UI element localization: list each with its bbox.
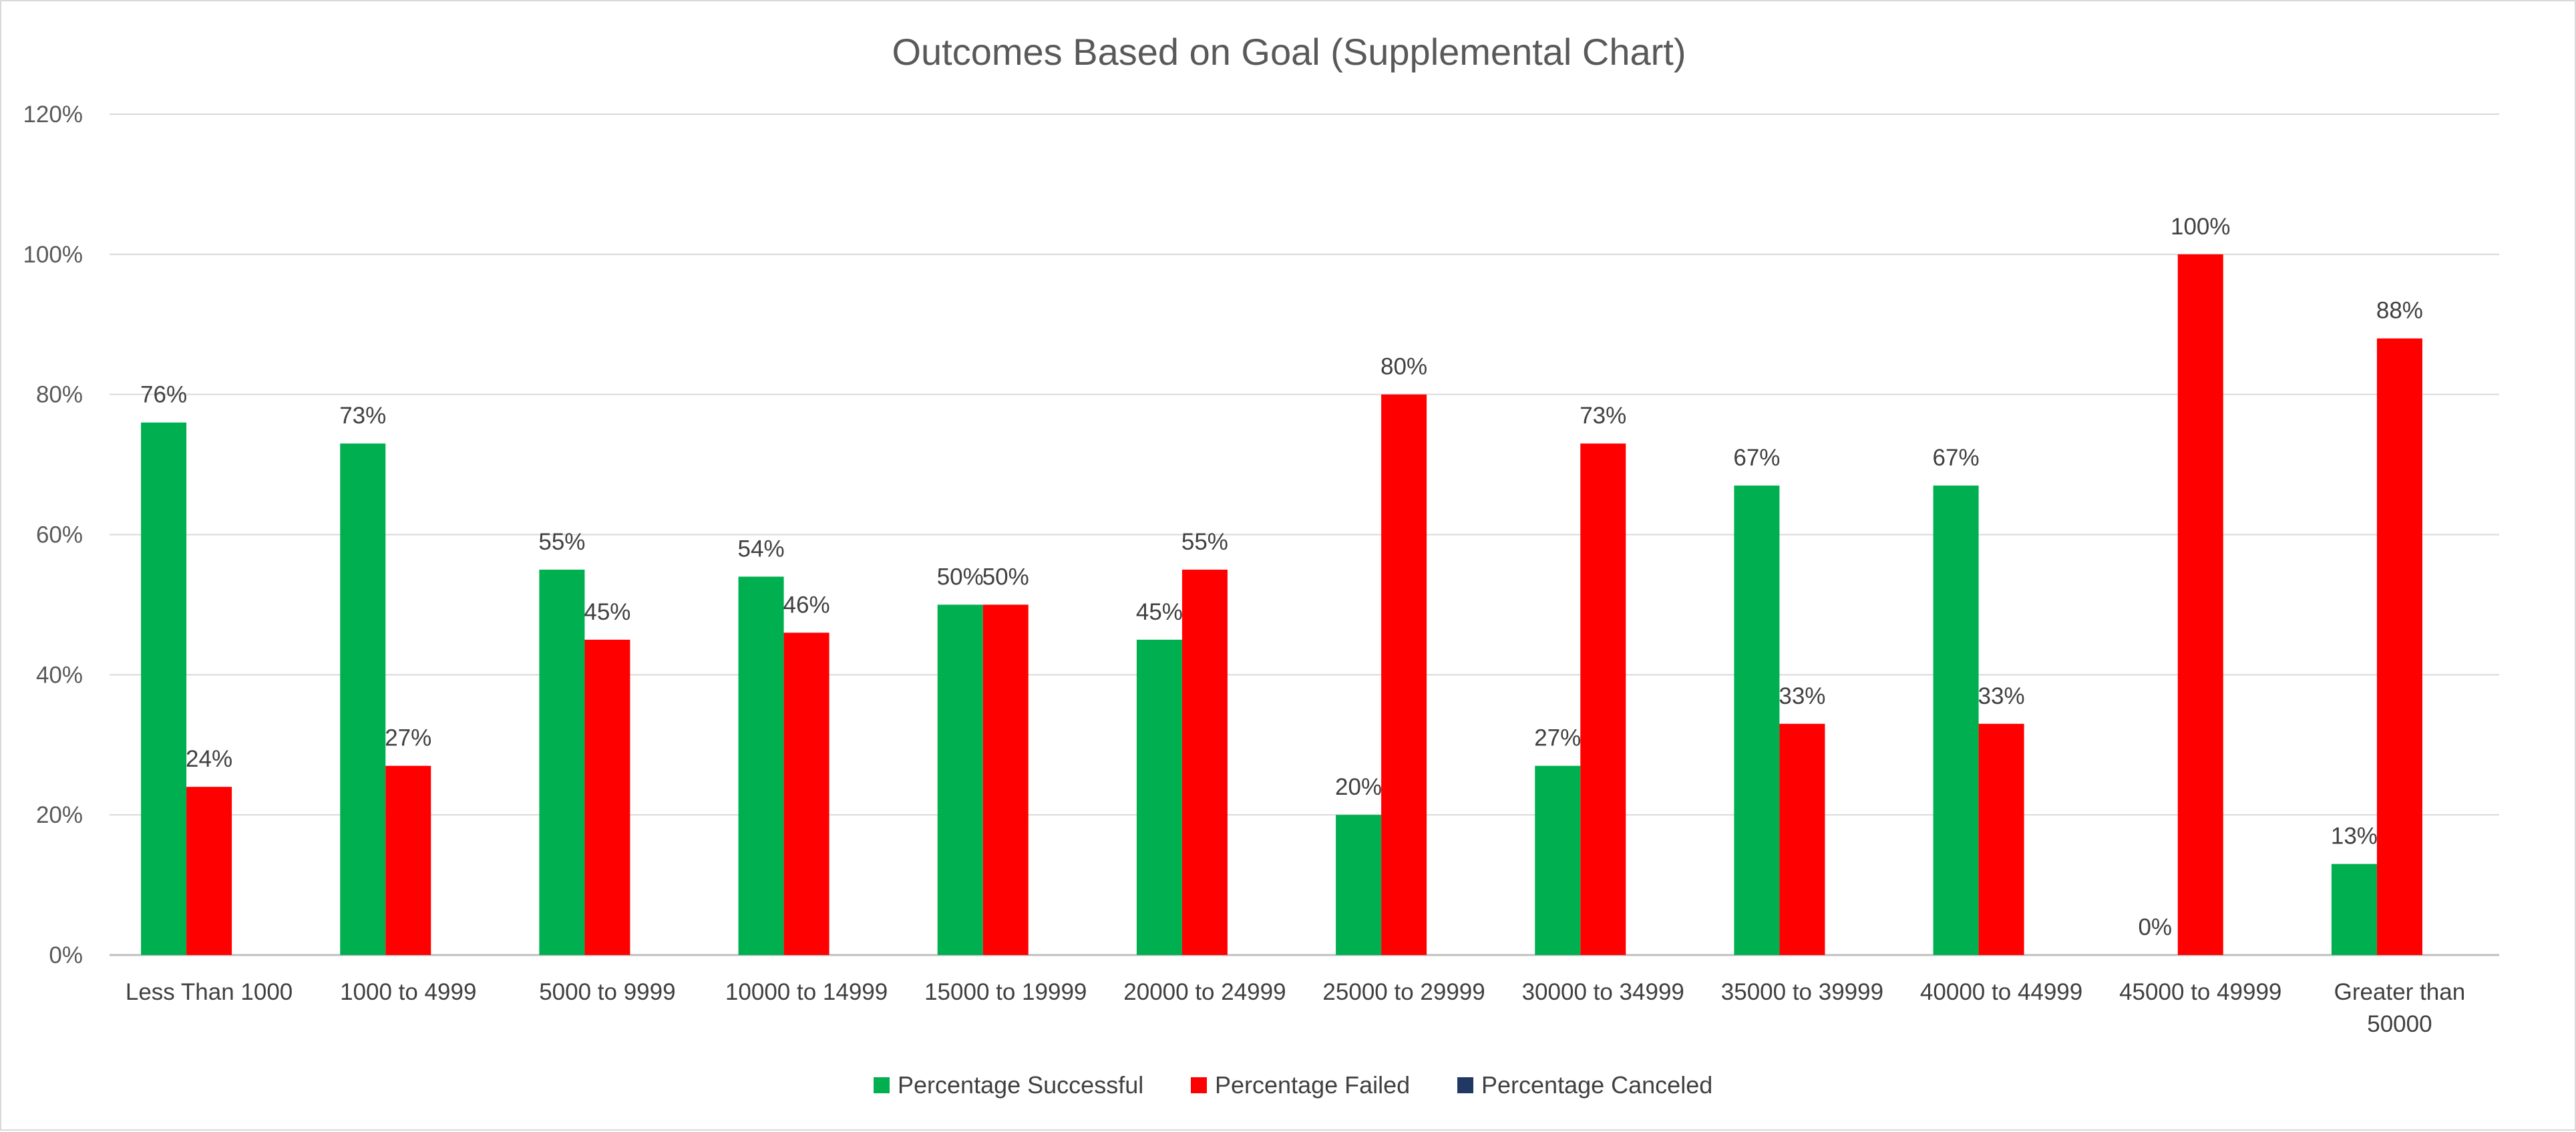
legend-label: Percentage Canceled xyxy=(1481,1071,1712,1099)
bars xyxy=(141,254,2422,955)
bar-percentage-failed xyxy=(2376,338,2422,955)
bar-percentage-failed xyxy=(1978,723,2024,955)
x-category-label: 5000 to 9999 xyxy=(539,979,675,1005)
y-tick-label: 80% xyxy=(36,382,83,408)
legend-swatch xyxy=(1191,1077,1207,1093)
data-label: 67% xyxy=(1733,445,1780,471)
bar-percentage-successful xyxy=(141,422,187,955)
y-tick-label: 0% xyxy=(49,942,83,968)
bar-percentage-successful xyxy=(1933,486,1979,955)
data-label: 33% xyxy=(1779,683,1825,709)
bar-percentage-failed xyxy=(982,604,1029,955)
bar-percentage-failed xyxy=(1181,569,1228,955)
y-tick-label: 60% xyxy=(36,522,83,548)
bar-percentage-failed xyxy=(1381,394,1427,955)
bar-percentage-failed xyxy=(783,632,830,955)
x-axis-categories: Less Than 1000 1000 to 4999 5000 to 9999 10… xyxy=(126,979,2465,1037)
data-label: 33% xyxy=(1978,683,2025,709)
bar-percentage-successful xyxy=(1336,815,1382,955)
bar-percentage-failed xyxy=(2177,254,2223,955)
y-tick-label: 20% xyxy=(36,802,83,828)
y-tick-label: 100% xyxy=(23,242,83,268)
legend: Percentage Successful Percentage Failed Pe… xyxy=(874,1071,1712,1099)
legend-label: Percentage Successful xyxy=(898,1071,1143,1099)
data-label: 45% xyxy=(584,599,630,625)
bar-percentage-failed xyxy=(385,765,431,955)
x-category-label: 30000 to 34999 xyxy=(1522,979,1684,1005)
bar-percentage-failed xyxy=(1580,443,1626,955)
x-category-label: 10000 to 14999 xyxy=(725,979,888,1005)
bar-percentage-successful xyxy=(1734,486,1780,955)
data-label: 46% xyxy=(783,592,830,618)
bar-percentage-successful xyxy=(738,576,784,955)
legend-swatch xyxy=(874,1077,890,1093)
bar-percentage-successful xyxy=(340,443,386,955)
y-tick-label: 120% xyxy=(23,102,83,128)
y-axis-ticks: 0% 20% 40% 60% 80% 100% 120% xyxy=(23,102,83,968)
x-category-label: 15000 to 19999 xyxy=(924,979,1087,1005)
data-label: 50% xyxy=(937,564,984,590)
data-label: 54% xyxy=(738,536,785,562)
data-label: 73% xyxy=(1580,403,1626,429)
data-label: 55% xyxy=(538,529,585,555)
data-label: 27% xyxy=(1534,725,1581,751)
data-label: 27% xyxy=(385,725,431,751)
legend-label: Percentage Failed xyxy=(1215,1071,1410,1099)
data-label: 80% xyxy=(1381,354,1427,380)
data-label: 67% xyxy=(1933,445,1980,471)
x-category-label: 25000 to 29999 xyxy=(1322,979,1485,1005)
data-label: 100% xyxy=(2171,214,2231,240)
data-label: 24% xyxy=(186,746,232,772)
x-category-label: Less Than 1000 xyxy=(126,979,293,1005)
data-label: 88% xyxy=(2376,298,2423,324)
data-label: 76% xyxy=(140,382,187,408)
bar-percentage-successful xyxy=(1535,765,1581,955)
legend-swatch xyxy=(1457,1077,1473,1093)
data-label: 73% xyxy=(339,403,386,429)
x-category-label: 40000 to 44999 xyxy=(1920,979,2082,1005)
bar-percentage-successful xyxy=(1136,639,1182,955)
bar-percentage-successful xyxy=(937,604,983,955)
data-label: 45% xyxy=(1136,599,1183,625)
data-label: 0% xyxy=(2138,914,2172,940)
y-tick-label: 40% xyxy=(36,662,83,688)
data-label: 55% xyxy=(1181,529,1228,555)
x-category-label: 20000 to 24999 xyxy=(1123,979,1286,1005)
bar-percentage-failed xyxy=(186,787,232,955)
x-category-label: 45000 to 49999 xyxy=(2119,979,2281,1005)
x-category-label: 1000 to 4999 xyxy=(340,979,476,1005)
x-category-label: 35000 to 39999 xyxy=(1721,979,1883,1005)
data-label: 50% xyxy=(982,564,1029,590)
data-label: 13% xyxy=(2331,823,2378,850)
bar-percentage-successful xyxy=(539,569,585,955)
bar-percentage-failed xyxy=(584,639,630,955)
data-label: 20% xyxy=(1335,774,1382,800)
data-labels: 76% 24% 73% 27% 55% 45% 54% 46% 50%50% 45% 55% 20% 8… xyxy=(140,214,2423,940)
x-category-label: Greater than 50000 xyxy=(2334,979,2466,1037)
chart-title: Outcomes Based on Goal (Supplemental Cha… xyxy=(892,31,1686,73)
gridlines xyxy=(110,114,2499,956)
bar-percentage-failed xyxy=(1779,723,1825,955)
bar-percentage-successful xyxy=(2331,864,2377,955)
